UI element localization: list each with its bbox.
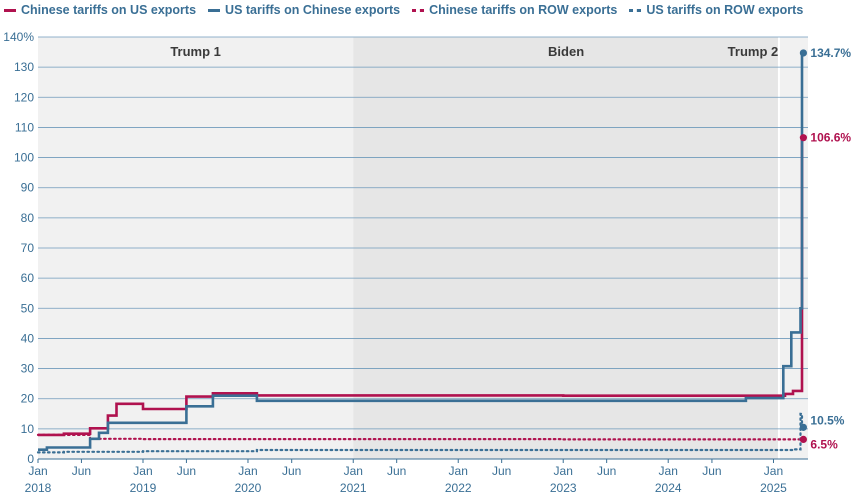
legend-item-us-on-chinese: US tariffs on Chinese exports [208, 3, 400, 17]
x-tick-label: Jan [449, 464, 468, 478]
series-line-chinese-tariffs-on-row-exports [36, 433, 805, 441]
x-tick-label: Jun [72, 464, 91, 478]
y-tick-label: 0 [27, 452, 34, 466]
x-tick-label: Jun [492, 464, 511, 478]
legend-label: Chinese tariffs on US exports [21, 3, 197, 17]
end-label-chinese-tariffs-on-row-exports: 6.5% [810, 437, 838, 451]
x-tick-label: Jan [28, 464, 47, 478]
period-label-biden: Biden [548, 44, 584, 59]
period-label-trump-1: Trump 1 [170, 44, 221, 59]
x-tick-label: Jan [238, 464, 257, 478]
y-tick-label: 100 [14, 151, 34, 165]
y-tick-label: 120 [14, 90, 34, 104]
y-tick-label: 40 [21, 331, 35, 345]
legend-item-chinese-on-us: Chinese tariffs on US exports [4, 3, 196, 17]
series-line-us-tariffs-on-row-exports [36, 412, 805, 454]
series-lines [36, 51, 805, 454]
x-axis: Jan 2018 Jun Jan 2019 Jun Jan 2020 Jun Jan 2021 Jun… [25, 458, 808, 495]
legend-label: US tariffs on ROW exports [646, 3, 804, 17]
legend-swatch [208, 8, 221, 12]
end-label-us-tariffs-on-row-exports: 10.5% [810, 413, 844, 427]
x-tick-year-label: 2024 [655, 481, 682, 495]
x-tick-year-label: 2022 [445, 481, 472, 495]
x-tick-year-label: 2021 [340, 481, 367, 495]
x-tick-label: Jun [597, 464, 616, 478]
legend-swatch [629, 8, 642, 12]
x-tick-label: Jan [659, 464, 678, 478]
legend-swatch [4, 8, 16, 12]
end-marker-us-tariffs-on-row-exports [799, 423, 807, 431]
y-tick-label: 110 [15, 120, 34, 134]
y-tick-label: 20 [21, 392, 35, 406]
x-tick-label: Jun [387, 464, 406, 478]
x-tick-year-label: 2025 [760, 481, 787, 495]
x-tick-label: Jun [177, 464, 196, 478]
x-tick-label: Jan [764, 464, 783, 478]
y-tick-label: 50 [21, 301, 35, 315]
x-tick-label: Jan [554, 464, 573, 478]
x-tick-label: Jan [133, 464, 152, 478]
y-tick-label: 80 [21, 211, 35, 225]
x-tick-year-label: 2019 [130, 481, 157, 495]
legend-label: Chinese tariffs on ROW exports [429, 3, 618, 17]
x-tick-label: Jun [282, 464, 301, 478]
y-tick-label: 130 [14, 60, 34, 74]
y-tick-label: 140% [3, 30, 34, 44]
end-label-us-tariffs-on-chinese-exports: 134.7% [810, 46, 851, 60]
end-marker-chinese-tariffs-on-us-exports [799, 134, 807, 142]
series-line-us-tariffs-on-chinese-exports [38, 51, 804, 451]
x-tick-year-label: 2020 [235, 481, 262, 495]
y-tick-label: 10 [21, 422, 35, 436]
end-marker-chinese-tariffs-on-row-exports [799, 435, 807, 444]
legend-item-chinese-on-row: Chinese tariffs on ROW exports [412, 3, 617, 17]
legend-swatch [412, 8, 425, 12]
y-tick-label: 60 [21, 271, 35, 285]
end-label-chinese-tariffs-on-us-exports: 106.6% [810, 131, 851, 145]
y-tick-label: 30 [21, 362, 35, 376]
legend: Chinese tariffs on US exports US tariffs… [4, 3, 803, 17]
x-tick-year-label: 2018 [25, 481, 52, 495]
y-tick-label: 70 [21, 241, 35, 255]
end-labels: 6.5% 10.5% 106.6% 134.7% [799, 46, 851, 451]
legend-item-us-on-row: US tariffs on ROW exports [629, 3, 803, 17]
series-line-chinese-tariffs-on-us-exports [38, 136, 804, 437]
x-tick-label: Jun [702, 464, 721, 478]
end-marker-us-tariffs-on-chinese-exports [799, 49, 807, 57]
x-tick-label: Jan [344, 464, 363, 478]
y-tick-label: 90 [21, 181, 35, 195]
legend-label: US tariffs on Chinese exports [225, 3, 401, 17]
period-label-trump-2: Trump 2 [728, 44, 779, 59]
x-tick-year-label: 2023 [550, 481, 577, 495]
y-axis: 0 10 20 30 40 50 60 70 80 90 100 110 120 130 140% [3, 30, 34, 466]
